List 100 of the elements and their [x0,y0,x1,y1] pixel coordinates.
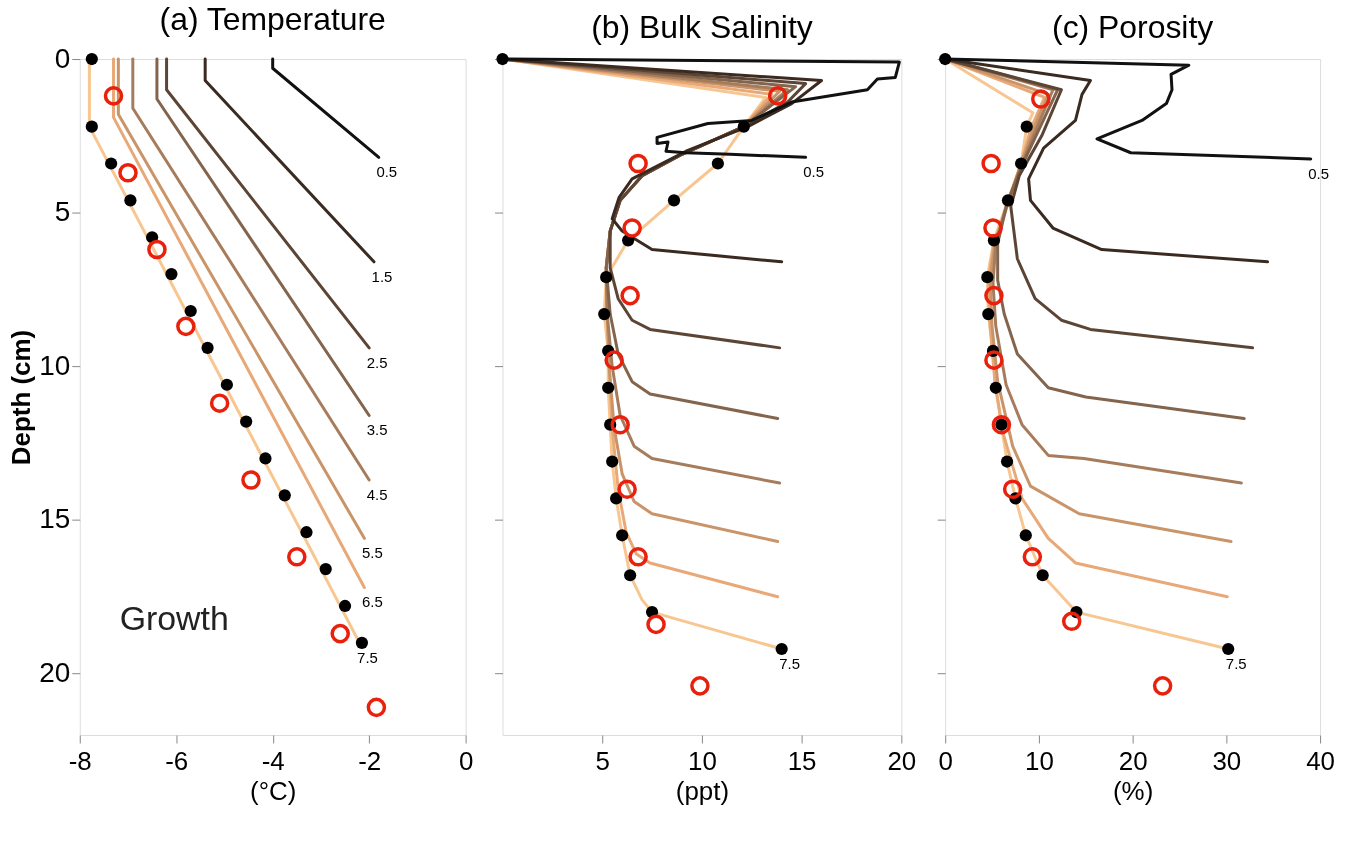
series-label: 2.5 [366,353,388,371]
x-axis-title: (%) [1112,777,1154,806]
point [667,194,681,207]
y-tick-label: 0 [54,42,71,74]
chart-title: (c) Porosity [1052,8,1214,45]
x-tick-label: -6 [165,747,189,776]
point [1061,611,1082,632]
point [220,378,233,391]
point [600,271,613,284]
point [1036,569,1049,582]
point [1001,194,1015,207]
point [989,381,1002,394]
point [85,52,98,66]
point [330,623,350,644]
point [598,307,611,321]
chart-title: (b) Bulk Salinity [591,8,813,45]
point [259,452,272,465]
point [1031,89,1051,109]
series-label: 0.5 [803,163,824,181]
point [610,414,630,435]
y-tick-label: 15 [39,503,71,535]
point [1015,157,1028,170]
point [1020,120,1033,133]
point [602,381,615,394]
point [176,316,196,337]
y-axis-title: Depth (cm) [7,329,36,466]
series-label: 4.5 [366,485,388,503]
chart-title: (a) Temperature [159,1,386,38]
y-tick-label: 5 [54,196,71,228]
point [165,268,178,281]
point [983,218,1003,238]
point [1222,642,1235,656]
point [1000,455,1014,468]
series-label: 1.5 [371,267,393,285]
point [624,569,637,582]
point [737,120,750,133]
point [939,52,952,66]
point [124,194,137,207]
point [981,153,1001,174]
point [610,492,623,505]
x-tick-label: 30 [1212,747,1242,776]
point [201,341,214,354]
point [711,157,724,170]
x-axis-title: (ppt) [675,777,730,806]
point [209,393,230,413]
point [982,307,995,321]
point [622,218,642,238]
point [300,526,313,539]
point [1022,547,1043,567]
x-tick-label: 10 [688,747,717,776]
x-tick-label: 0 [458,747,474,776]
point [184,304,197,318]
point [496,52,509,66]
point [241,470,261,490]
point [355,636,369,649]
x-axis-title: (°C) [250,777,297,806]
series-label: 3.5 [366,421,388,439]
y-tick-label: 10 [39,349,71,381]
point [984,350,1004,370]
point [690,676,710,696]
series-label: 7.5 [779,654,801,672]
series-label: 0.5 [376,163,398,181]
point [984,285,1004,306]
series-label: 7.5 [357,648,378,666]
point [1152,676,1173,696]
point [646,614,666,635]
point [278,489,291,502]
point [981,271,994,284]
point [620,285,640,306]
x-tick-label: 20 [1118,747,1148,776]
point [366,697,387,718]
x-tick-label: 10 [1024,747,1054,776]
x-tick-label: 15 [787,747,817,776]
point [287,547,307,567]
point [319,563,332,576]
point [103,86,124,106]
point [1002,479,1023,499]
point [767,86,788,106]
x-tick-label: 40 [1306,747,1335,776]
series-label: 0.5 [1308,164,1330,182]
point [628,153,648,174]
point [617,479,637,499]
series-label: 6.5 [361,593,383,611]
point [147,239,167,260]
point [85,120,98,133]
point [118,162,138,183]
x-tick-label: -4 [261,747,285,776]
x-tick-label: 5 [595,747,610,776]
point [105,157,118,170]
point [616,529,629,542]
annotation: Growth [119,599,229,638]
point [606,455,619,468]
x-tick-label: 20 [887,747,917,776]
point [1019,529,1032,542]
y-tick-label: 20 [39,657,71,689]
x-tick-label: -2 [358,747,382,776]
point [604,350,624,370]
x-tick-label: 0 [938,747,953,776]
series-label: 7.5 [1225,654,1247,672]
point [775,642,788,656]
